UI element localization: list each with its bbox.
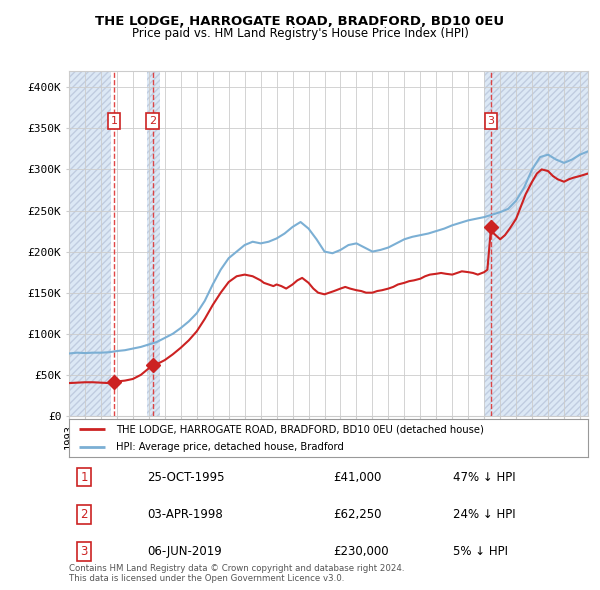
Text: 5% ↓ HPI: 5% ↓ HPI xyxy=(453,545,508,558)
Text: 24% ↓ HPI: 24% ↓ HPI xyxy=(453,507,515,521)
Text: £230,000: £230,000 xyxy=(333,545,389,558)
Text: 25-OCT-1995: 25-OCT-1995 xyxy=(147,470,224,484)
Text: 03-APR-1998: 03-APR-1998 xyxy=(147,507,223,521)
Text: 06-JUN-2019: 06-JUN-2019 xyxy=(147,545,222,558)
Bar xyxy=(484,71,588,416)
Text: £41,000: £41,000 xyxy=(333,470,382,484)
Text: HPI: Average price, detached house, Bradford: HPI: Average price, detached house, Brad… xyxy=(116,442,344,452)
Text: 3: 3 xyxy=(488,116,494,126)
Text: 1: 1 xyxy=(110,116,118,126)
Bar xyxy=(69,71,110,416)
Text: 1: 1 xyxy=(80,470,88,484)
Text: 2: 2 xyxy=(80,507,88,521)
Text: Contains HM Land Registry data © Crown copyright and database right 2024.
This d: Contains HM Land Registry data © Crown c… xyxy=(69,563,404,583)
Text: 3: 3 xyxy=(80,545,88,558)
Bar xyxy=(147,71,160,416)
Text: £62,250: £62,250 xyxy=(333,507,382,521)
Text: THE LODGE, HARROGATE ROAD, BRADFORD, BD10 0EU (detached house): THE LODGE, HARROGATE ROAD, BRADFORD, BD1… xyxy=(116,424,484,434)
Text: Price paid vs. HM Land Registry's House Price Index (HPI): Price paid vs. HM Land Registry's House … xyxy=(131,27,469,40)
Text: 47% ↓ HPI: 47% ↓ HPI xyxy=(453,470,515,484)
Text: THE LODGE, HARROGATE ROAD, BRADFORD, BD10 0EU: THE LODGE, HARROGATE ROAD, BRADFORD, BD1… xyxy=(95,15,505,28)
Text: 2: 2 xyxy=(149,116,157,126)
